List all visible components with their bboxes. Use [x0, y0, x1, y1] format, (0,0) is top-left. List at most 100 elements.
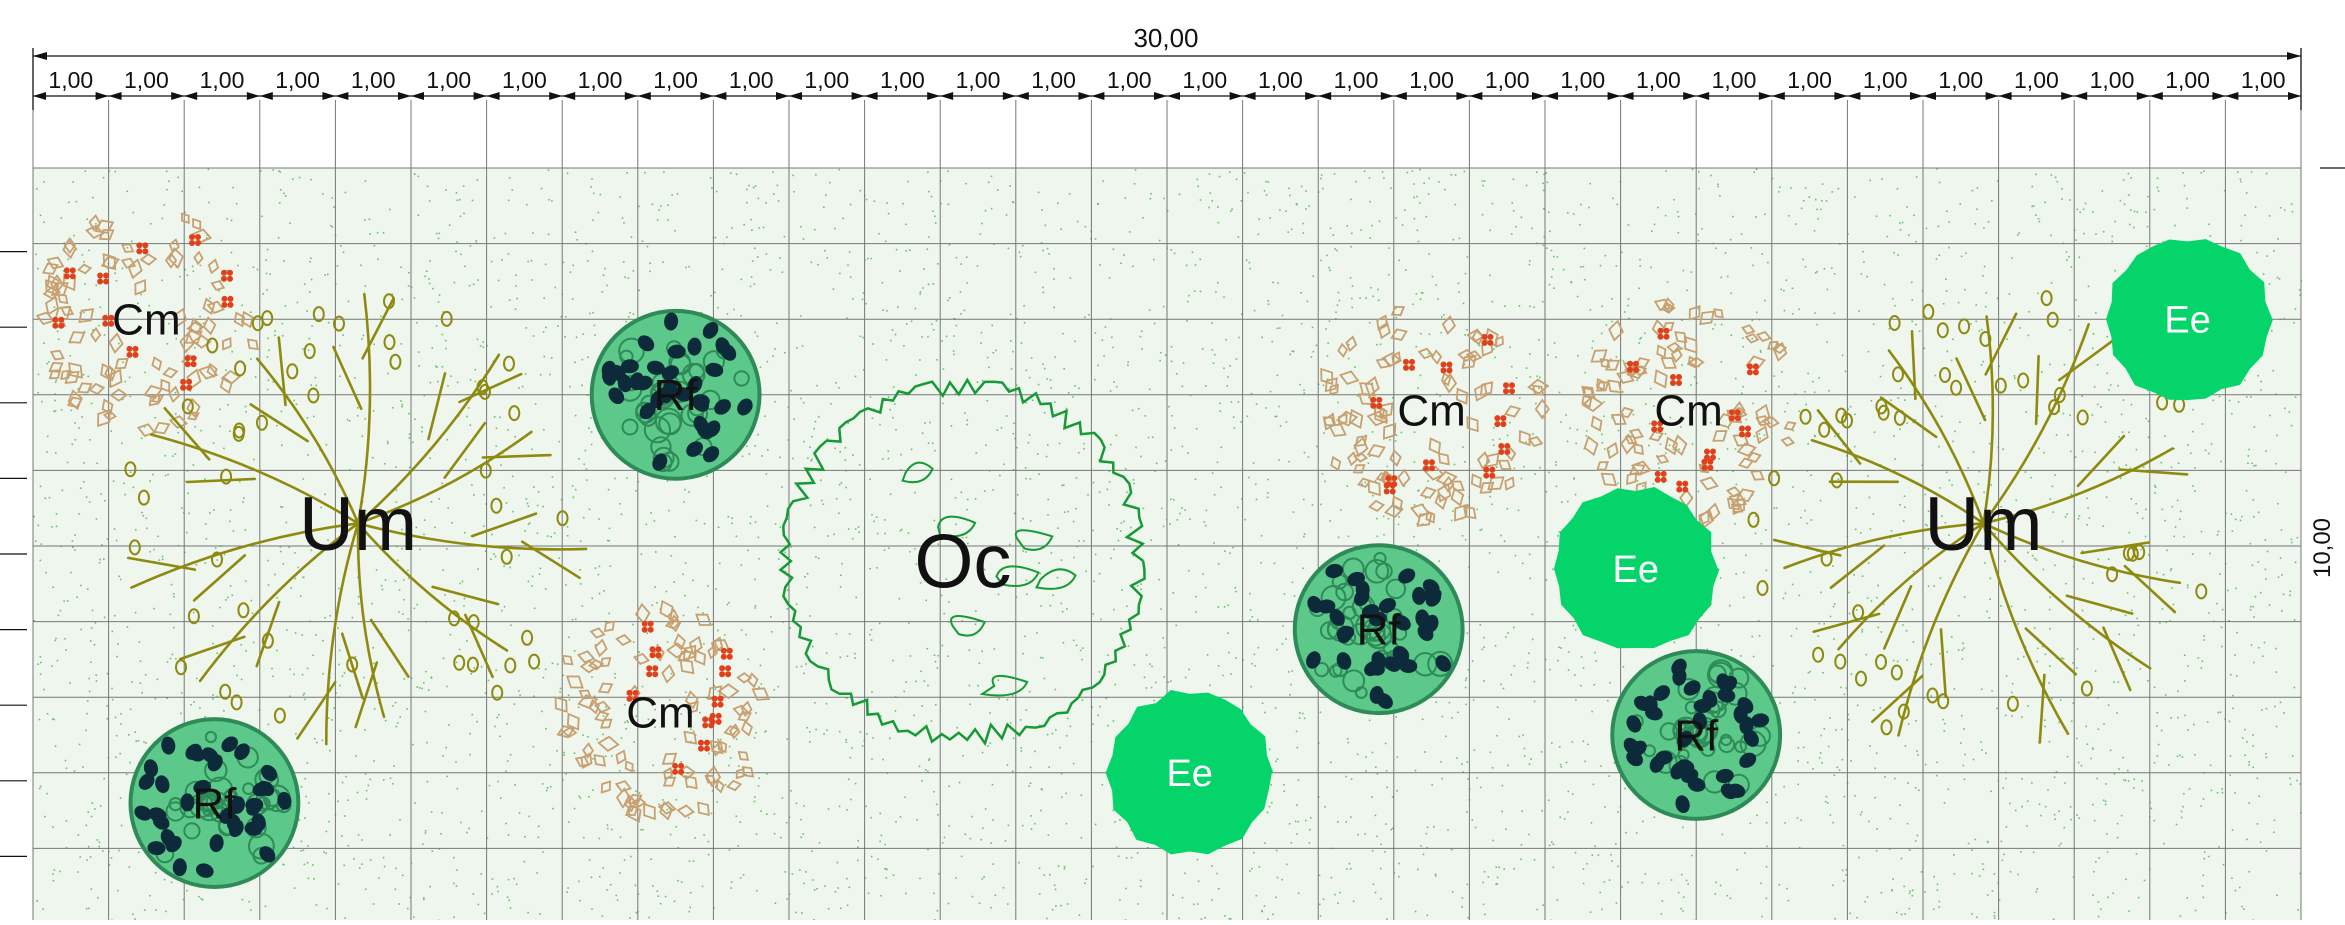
dimension-arrow [1621, 92, 1634, 100]
segment-label: 1,00 [729, 67, 774, 93]
plant-label: Rf [192, 779, 237, 828]
plant-label: Cm [626, 689, 694, 738]
plant-rf: Rf [1295, 545, 1463, 713]
segment-label: 1,00 [1409, 67, 1454, 93]
segment-label: 1,00 [275, 67, 320, 93]
dimension-arrow [700, 92, 713, 100]
dimension-arrow [789, 92, 802, 100]
segment-label: 1,00 [2165, 67, 2210, 93]
height-label: 10,00 [2309, 518, 2336, 578]
dimension-arrow [474, 92, 487, 100]
segment-label: 1,00 [1712, 67, 1757, 93]
dimension-arrow [713, 92, 726, 100]
plant-label: Rf [654, 371, 699, 420]
segment-label: 1,00 [1863, 67, 1908, 93]
plant-label: Oc [914, 520, 1011, 605]
dimension-arrow [927, 92, 940, 100]
segment-label: 1,00 [956, 67, 1001, 93]
dimension-arrow [1091, 92, 1104, 100]
dimension-arrow [1532, 92, 1545, 100]
dimension-arrow [1167, 92, 1180, 100]
dimension-arrow [1305, 92, 1318, 100]
dimension-arrow [487, 92, 500, 100]
plant-label: Ee [1166, 753, 1212, 795]
dimension-arrow [2074, 92, 2087, 100]
plant-label: Um [299, 482, 417, 567]
segment-label: 1,00 [1938, 67, 1983, 93]
dimension-arrow [411, 92, 424, 100]
dimension-arrow [1759, 92, 1772, 100]
dimension-arrow [2287, 52, 2301, 60]
plant-label: Rf [1357, 606, 1402, 655]
dimension-arrow [260, 92, 273, 100]
dimension-arrow [1469, 92, 1482, 100]
segment-label: 1,00 [1182, 67, 1227, 93]
dimension-arrow [1381, 92, 1394, 100]
dimension-arrow [2225, 92, 2238, 100]
dimension-arrow [398, 92, 411, 100]
dimension-arrow [1545, 92, 1558, 100]
segment-label: 1,00 [880, 67, 925, 93]
dimension-arrow [562, 92, 575, 100]
segment-label: 1,00 [2014, 67, 2059, 93]
plant-rf: Rf [131, 719, 299, 887]
dimension-arrow [33, 92, 46, 100]
dimension-arrow [1923, 92, 1936, 100]
dimension-arrow [1394, 92, 1407, 100]
segment-label: 1,00 [1636, 67, 1681, 93]
segment-label: 1,00 [502, 67, 547, 93]
dimension-arrow [1016, 92, 1029, 100]
plant-rf: Rf [592, 311, 760, 479]
dimension-arrow [1003, 92, 1016, 100]
plant-label: Ee [1612, 549, 1658, 591]
dimension-arrow [335, 92, 348, 100]
plant-label: Cm [1397, 386, 1465, 435]
segment-label: 1,00 [2090, 67, 2135, 93]
dimension-arrow [549, 92, 562, 100]
segment-label: 1,00 [653, 67, 698, 93]
dimension-arrow [1318, 92, 1331, 100]
dimension-arrow [171, 92, 184, 100]
dimension-arrow [1608, 92, 1621, 100]
segment-label: 1,00 [1560, 67, 1605, 93]
dimension-arrow [940, 92, 953, 100]
dimension-arrow [184, 92, 197, 100]
dimension-arrow [865, 92, 878, 100]
dimension-arrow [1243, 92, 1256, 100]
segment-label: 1,00 [1107, 67, 1152, 93]
segment-label: 1,00 [1485, 67, 1530, 93]
segment-label: 1,00 [804, 67, 849, 93]
dimension-arrow [1078, 92, 1091, 100]
plant-label: Cm [112, 296, 180, 345]
dimension-arrow [1999, 92, 2012, 100]
dimension-arrow [247, 92, 260, 100]
dimension-arrow [2288, 92, 2301, 100]
plant-label: Ee [2164, 300, 2210, 342]
dimension-arrow [1154, 92, 1167, 100]
segment-label: 1,00 [2241, 67, 2286, 93]
segment-label: 1,00 [1258, 67, 1303, 93]
dimension-arrow [1986, 92, 1999, 100]
segment-label: 1,00 [200, 67, 245, 93]
plant-rf: Rf [1612, 651, 1780, 819]
segment-label: 1,00 [124, 67, 169, 93]
dimension-arrow [1456, 92, 1469, 100]
dimension-arrow [1230, 92, 1243, 100]
dimension-arrow [625, 92, 638, 100]
dimension-arrow [322, 92, 335, 100]
plant-label: Rf [1674, 711, 1719, 760]
dimension-arrow [1847, 92, 1860, 100]
dimension-arrow [1696, 92, 1709, 100]
dimension-arrow [1834, 92, 1847, 100]
segment-label: 1,00 [48, 67, 93, 93]
dimension-arrow [2150, 92, 2163, 100]
segment-label: 1,00 [1031, 67, 1076, 93]
dimension-arrow [1683, 92, 1696, 100]
dimension-arrow [1910, 92, 1923, 100]
dimension-arrow [1772, 92, 1785, 100]
segment-label: 1,00 [578, 67, 623, 93]
segment-label: 1,00 [426, 67, 471, 93]
total-width-label: 30,00 [1133, 23, 1198, 53]
